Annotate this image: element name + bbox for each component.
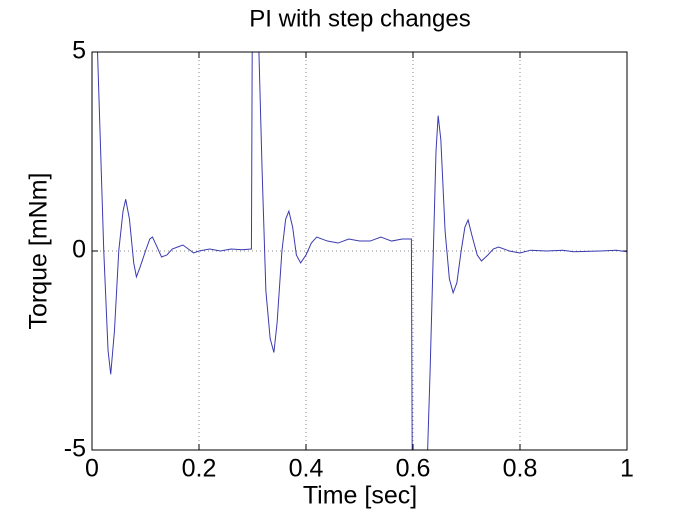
x-tick-label: 0.6 bbox=[396, 455, 431, 483]
data-line bbox=[97, 52, 627, 450]
x-tick-label: 0.2 bbox=[182, 455, 217, 483]
y-tick-label: 5 bbox=[72, 37, 86, 65]
chart-title: PI with step changes bbox=[249, 5, 470, 32]
plot-frame bbox=[91, 51, 628, 451]
x-axis-label: Time [sec] bbox=[303, 482, 417, 510]
y-tick-label: -5 bbox=[64, 435, 86, 463]
x-tick-label: 0 bbox=[85, 455, 99, 483]
y-axis-label: Torque [mNm] bbox=[25, 173, 53, 330]
x-tick-label: 0.4 bbox=[289, 455, 324, 483]
x-tick-label: 1 bbox=[620, 455, 634, 483]
x-tick-label: 0.8 bbox=[503, 455, 538, 483]
y-tick-label: 0 bbox=[72, 236, 86, 264]
